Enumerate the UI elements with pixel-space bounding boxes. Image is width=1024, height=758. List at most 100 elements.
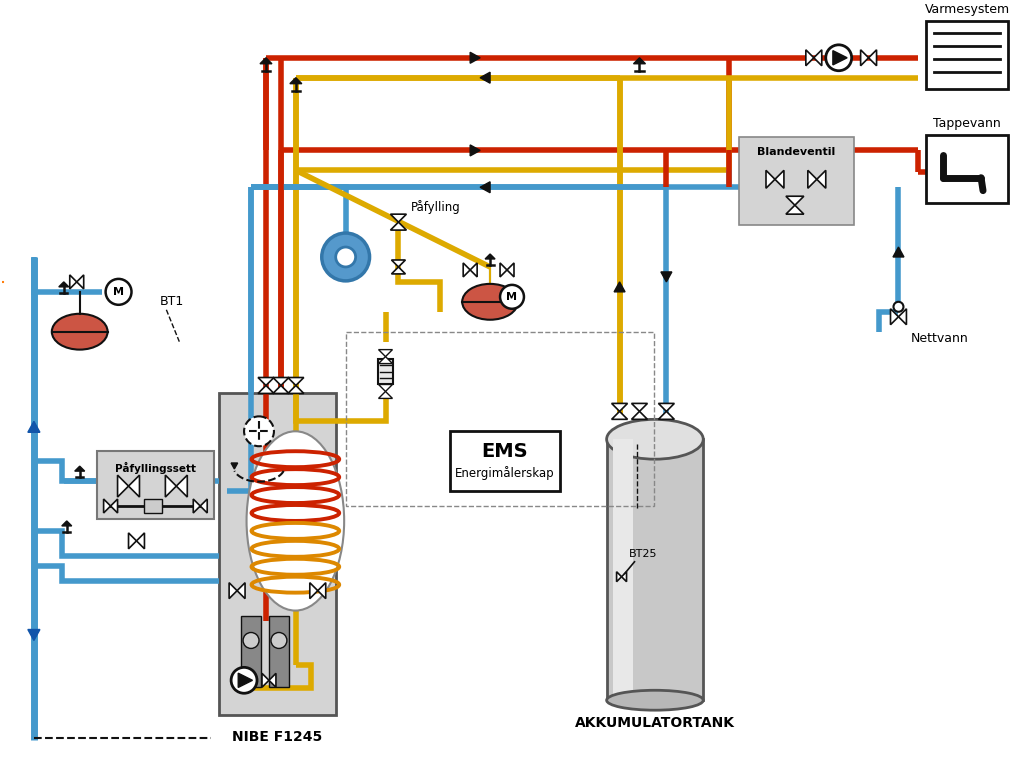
Polygon shape xyxy=(868,50,877,66)
Polygon shape xyxy=(310,583,317,599)
Text: EMS: EMS xyxy=(481,442,528,461)
Ellipse shape xyxy=(52,314,108,349)
Polygon shape xyxy=(201,499,207,513)
Circle shape xyxy=(231,667,257,694)
Polygon shape xyxy=(176,475,187,497)
Polygon shape xyxy=(118,475,129,497)
Polygon shape xyxy=(616,572,622,581)
Polygon shape xyxy=(77,275,84,289)
Polygon shape xyxy=(775,171,784,188)
Polygon shape xyxy=(480,182,490,193)
Polygon shape xyxy=(231,463,238,469)
Circle shape xyxy=(243,632,259,648)
Polygon shape xyxy=(129,475,139,497)
Polygon shape xyxy=(817,171,825,188)
Text: Varmesystem: Varmesystem xyxy=(925,3,1010,16)
Polygon shape xyxy=(258,386,274,393)
Text: Påfylling: Påfylling xyxy=(411,200,460,215)
Polygon shape xyxy=(379,349,392,356)
Polygon shape xyxy=(391,267,406,274)
Polygon shape xyxy=(891,309,898,324)
Polygon shape xyxy=(611,403,628,412)
Bar xyxy=(606,440,703,700)
Circle shape xyxy=(500,285,524,309)
Polygon shape xyxy=(622,572,627,581)
Polygon shape xyxy=(238,583,245,599)
Polygon shape xyxy=(470,263,477,277)
Polygon shape xyxy=(470,52,480,63)
Bar xyxy=(241,615,261,688)
Polygon shape xyxy=(288,386,304,393)
Bar xyxy=(269,615,289,688)
Polygon shape xyxy=(860,50,868,66)
Polygon shape xyxy=(658,403,675,412)
Polygon shape xyxy=(390,222,407,230)
Text: M: M xyxy=(507,292,517,302)
Ellipse shape xyxy=(247,431,344,611)
Circle shape xyxy=(336,247,355,267)
Polygon shape xyxy=(611,412,628,419)
Polygon shape xyxy=(28,629,40,641)
Text: Nettvann: Nettvann xyxy=(910,332,968,345)
Polygon shape xyxy=(470,145,480,156)
Bar xyxy=(378,359,393,384)
Polygon shape xyxy=(480,72,490,83)
Polygon shape xyxy=(273,377,289,386)
Polygon shape xyxy=(391,260,406,267)
Polygon shape xyxy=(379,391,392,399)
Polygon shape xyxy=(136,533,144,549)
Polygon shape xyxy=(507,263,514,277)
Polygon shape xyxy=(785,205,804,215)
Polygon shape xyxy=(269,673,275,688)
Polygon shape xyxy=(833,51,847,65)
Text: NIBE F1245: NIBE F1245 xyxy=(232,730,323,744)
Polygon shape xyxy=(379,384,392,391)
Polygon shape xyxy=(288,377,304,386)
Polygon shape xyxy=(75,466,85,471)
Polygon shape xyxy=(260,58,272,64)
Polygon shape xyxy=(379,356,392,364)
Circle shape xyxy=(105,279,131,305)
Polygon shape xyxy=(129,533,136,549)
Polygon shape xyxy=(808,171,817,188)
Polygon shape xyxy=(258,377,274,386)
Polygon shape xyxy=(500,263,507,277)
Bar xyxy=(346,332,654,506)
Polygon shape xyxy=(632,403,647,412)
Bar xyxy=(451,431,560,491)
Circle shape xyxy=(894,302,903,312)
Bar xyxy=(612,440,633,700)
Polygon shape xyxy=(28,421,40,432)
Polygon shape xyxy=(273,386,289,393)
Ellipse shape xyxy=(462,284,518,320)
Polygon shape xyxy=(766,171,775,188)
Polygon shape xyxy=(463,263,470,277)
Text: AKKUMULATORTANK: AKKUMULATORTANK xyxy=(574,716,735,730)
Polygon shape xyxy=(893,247,904,257)
Text: BT25: BT25 xyxy=(629,549,657,559)
Ellipse shape xyxy=(606,419,703,459)
Polygon shape xyxy=(390,215,407,222)
Polygon shape xyxy=(262,673,269,688)
Polygon shape xyxy=(229,583,238,599)
Polygon shape xyxy=(70,275,77,289)
Circle shape xyxy=(825,45,852,70)
Ellipse shape xyxy=(606,691,703,710)
Polygon shape xyxy=(634,58,645,64)
Text: M: M xyxy=(113,287,124,297)
Polygon shape xyxy=(111,499,118,513)
Circle shape xyxy=(244,416,274,446)
Polygon shape xyxy=(660,272,672,282)
Text: Blandeventil: Blandeventil xyxy=(758,147,836,158)
Circle shape xyxy=(322,233,370,281)
Bar xyxy=(144,499,163,513)
Polygon shape xyxy=(658,412,675,419)
Polygon shape xyxy=(785,196,804,205)
Bar xyxy=(927,136,1008,203)
Polygon shape xyxy=(239,673,253,688)
Bar xyxy=(96,451,214,519)
Polygon shape xyxy=(165,475,176,497)
Bar xyxy=(927,21,1008,89)
Text: BT1: BT1 xyxy=(160,296,183,309)
Polygon shape xyxy=(290,77,302,83)
